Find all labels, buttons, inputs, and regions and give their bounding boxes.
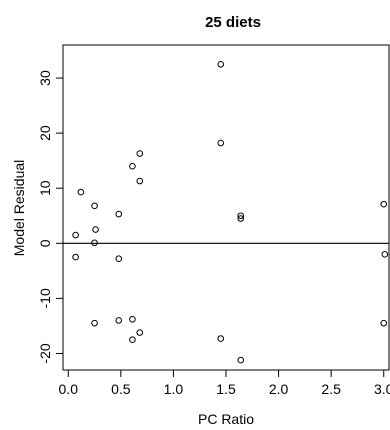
x-axis-label: PC Ratio — [198, 411, 254, 427]
data-point — [72, 253, 79, 261]
x-tick-label: 0.0 — [59, 381, 79, 397]
x-tick-label: 1.0 — [164, 381, 184, 397]
data-point — [136, 150, 144, 157]
y-tick-label: -20 — [37, 343, 53, 363]
data-point — [380, 319, 388, 327]
y-axis: -20 -10 0 10 20 30 — [37, 70, 64, 364]
data-point — [129, 316, 136, 323]
chart-title: 25 diets — [205, 14, 261, 31]
data-point — [77, 188, 85, 196]
x-tick-label: 3.0 — [374, 381, 390, 397]
y-tick-label: 10 — [37, 180, 53, 196]
data-point — [136, 177, 144, 185]
x-tick-label: 1.5 — [216, 381, 236, 397]
x-tick-label: 2.0 — [269, 381, 289, 397]
data-point — [217, 139, 225, 147]
data-points — [72, 60, 389, 364]
x-tick-label: 0.5 — [111, 381, 131, 397]
data-point — [91, 319, 98, 327]
data-point — [72, 231, 79, 239]
y-axis-label: Model Residual — [11, 160, 27, 257]
x-tick-label: 2.5 — [321, 381, 341, 397]
data-point — [129, 162, 136, 170]
data-point — [237, 215, 245, 222]
data-point — [380, 200, 388, 208]
data-point — [217, 335, 225, 342]
y-tick-label: -10 — [37, 288, 53, 308]
data-point — [91, 239, 98, 247]
data-point — [115, 317, 123, 324]
data-point — [129, 336, 136, 344]
data-point — [115, 255, 123, 263]
plot-frame — [62, 44, 390, 371]
data-point — [237, 356, 245, 364]
data-point — [217, 60, 225, 68]
data-point — [237, 212, 245, 220]
y-tick-label: 30 — [37, 70, 53, 86]
x-axis: 0.0 0.5 1.0 1.5 2.0 2.5 3.0 — [59, 369, 390, 397]
y-tick-label: 20 — [37, 125, 53, 141]
data-point — [92, 226, 99, 233]
data-point — [136, 329, 144, 336]
data-point — [91, 202, 98, 210]
data-point — [381, 251, 389, 258]
data-point — [115, 210, 123, 218]
y-tick-label: 0 — [37, 239, 53, 247]
